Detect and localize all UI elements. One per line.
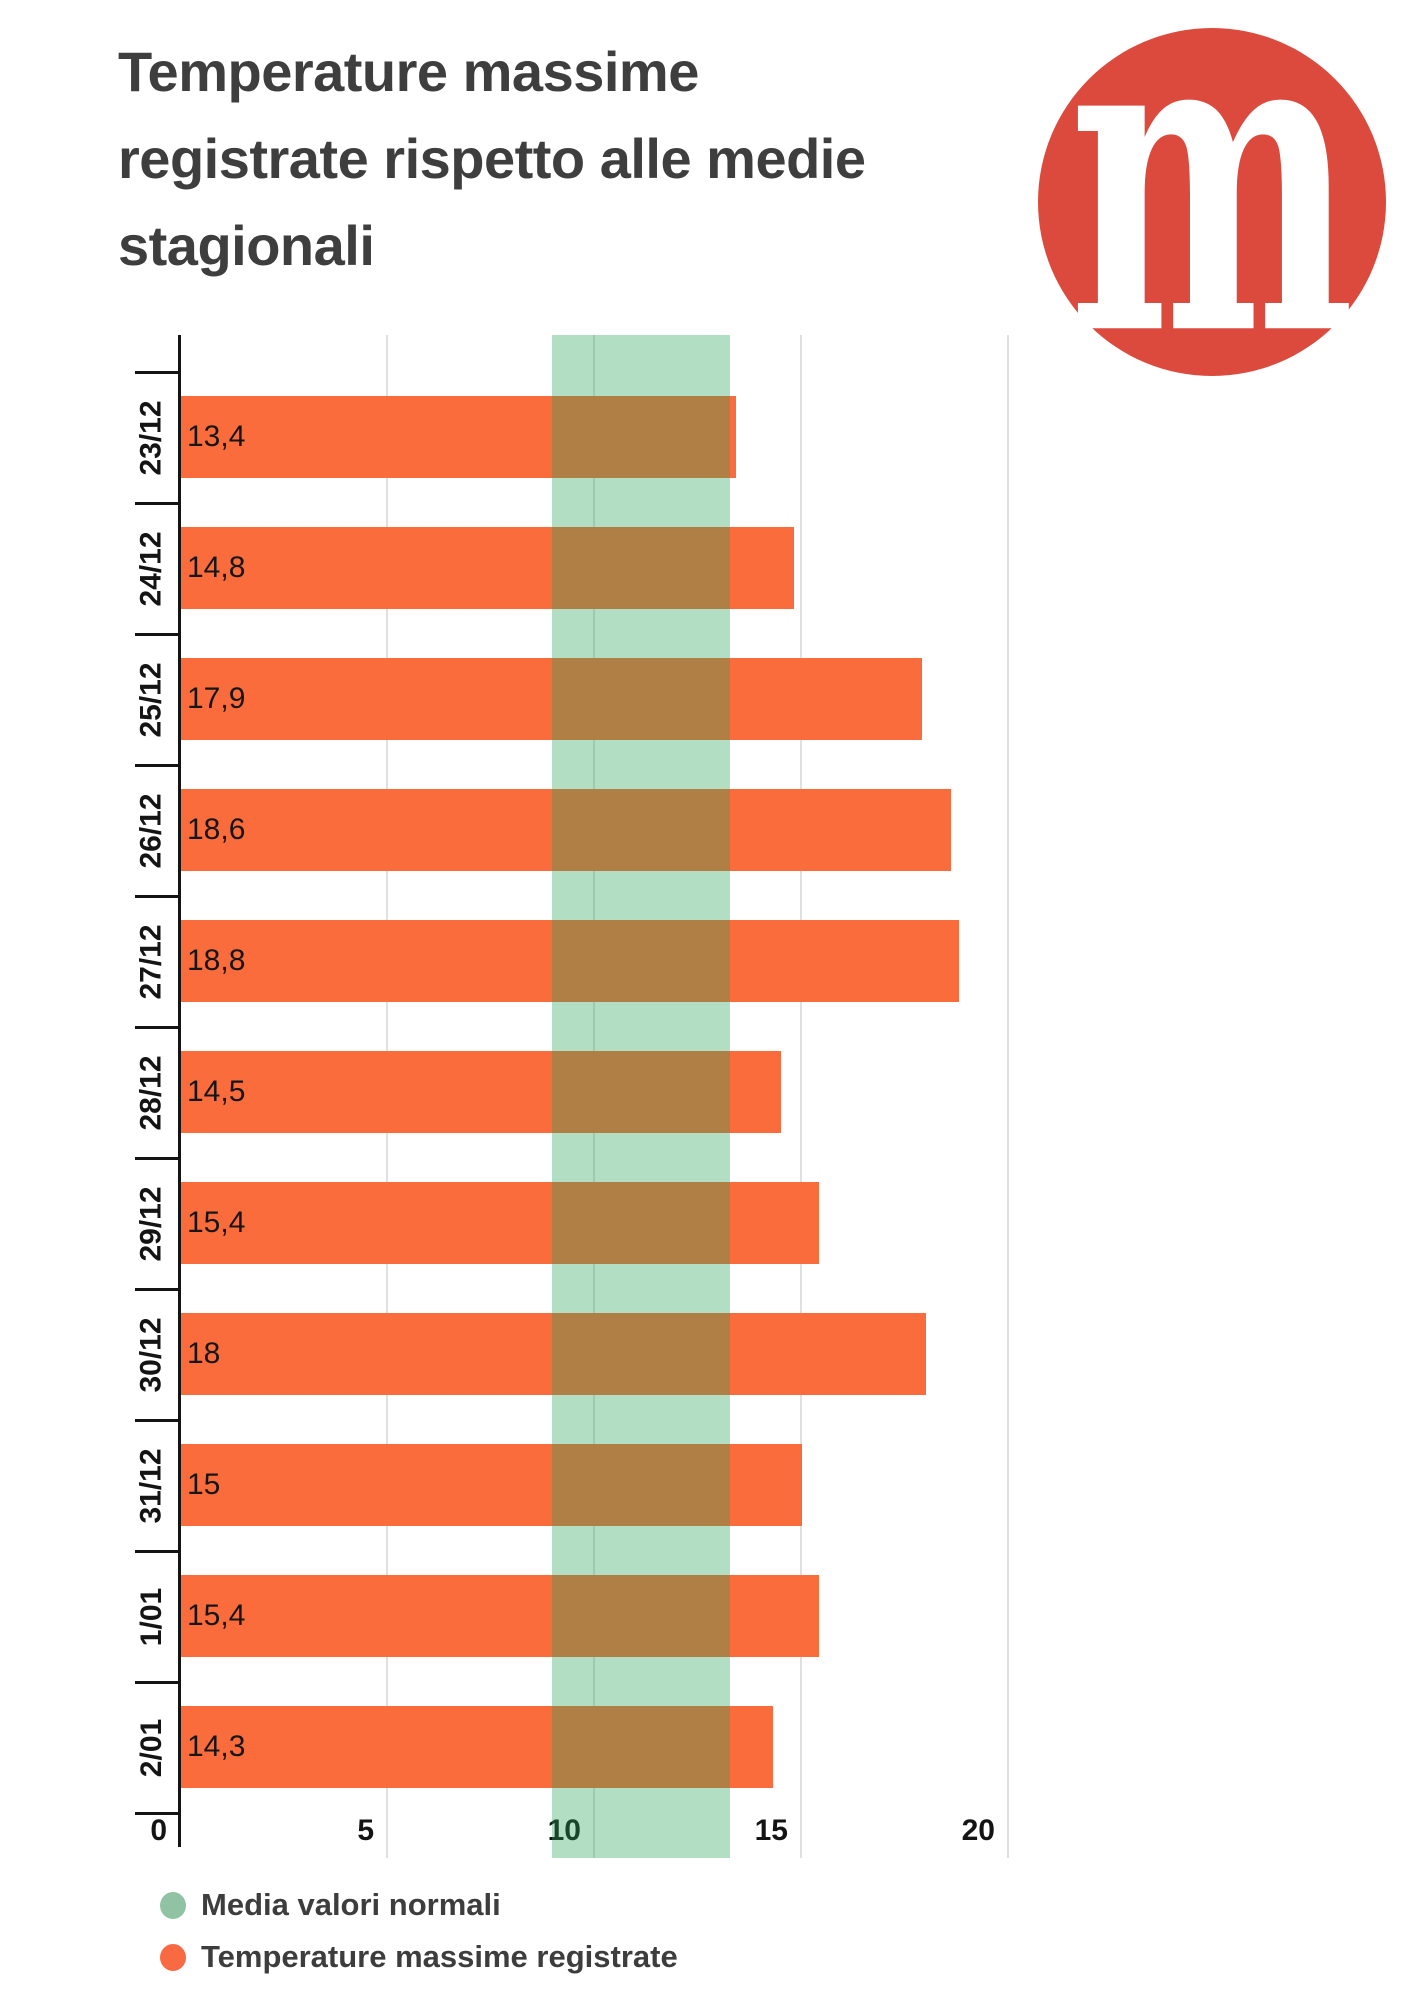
bar-value-label: 18,6 xyxy=(187,813,246,846)
y-axis-tick xyxy=(135,1288,178,1291)
category-label-25/12: 25/12 xyxy=(122,634,182,765)
bar-1/01: 15,4 xyxy=(181,1575,819,1657)
green-dot-icon xyxy=(160,1891,186,1919)
x-axis-tick-label-5: 5 xyxy=(357,1814,374,1847)
bar-value-label: 13,4 xyxy=(187,420,246,453)
y-axis-tick xyxy=(135,1419,178,1422)
y-axis-tick xyxy=(135,1681,178,1684)
bar-value-label: 14,8 xyxy=(187,551,246,584)
x-axis-tick-label-20: 20 xyxy=(961,1814,995,1847)
y-axis-tick xyxy=(135,764,178,767)
category-label-text: 23/12 xyxy=(135,399,169,476)
legend-label-normal-range: Media valori normali xyxy=(201,1887,501,1922)
category-label-27/12: 27/12 xyxy=(122,896,182,1027)
bar-value-label: 15,4 xyxy=(187,1599,246,1632)
bar-31/12: 15 xyxy=(181,1444,802,1526)
bar-value-label: 18,8 xyxy=(187,944,246,977)
chart-title: Temperature massime registrate rispetto … xyxy=(118,28,866,289)
bar-value-label: 14,5 xyxy=(187,1075,246,1108)
y-axis-line xyxy=(178,335,181,1847)
y-axis-tick xyxy=(135,502,178,505)
bar-29/12: 15,4 xyxy=(181,1182,819,1264)
bar-value-label: 17,9 xyxy=(187,682,246,715)
chart-title-line-2: registrate rispetto alle medie xyxy=(118,127,866,190)
bar-24/12: 14,8 xyxy=(181,527,794,609)
bar-value-label: 14,3 xyxy=(187,1730,246,1763)
bar-value-label: 18 xyxy=(187,1337,221,1370)
plot-area: 13,4 14,8 17,9 18,6 18,8 14,5 15,4 18 15 15,4 14,3 xyxy=(135,335,1291,1858)
category-label-text: 1/01 xyxy=(134,1587,168,1646)
gridline-x-15 xyxy=(800,335,802,1858)
legend-item-normal-range: Media valori normali xyxy=(160,1882,678,1928)
category-label-text: 27/12 xyxy=(135,923,169,1000)
y-axis-tick xyxy=(135,1550,178,1553)
y-axis-category-labels: 23/12 24/12 25/12 26/12 27/12 28/12 29/12 30/12… xyxy=(122,335,182,1858)
legend: Media valori normali Temperature massime… xyxy=(160,1882,678,1986)
category-label-29/12: 29/12 xyxy=(122,1158,182,1289)
category-label-26/12: 26/12 xyxy=(122,765,182,896)
category-label-text: 2/01 xyxy=(134,1718,168,1777)
category-label-1/01: 1/01 xyxy=(122,1551,182,1682)
bar-2/01: 14,3 xyxy=(181,1706,773,1788)
chart-title-line-1: Temperature massime xyxy=(118,40,699,103)
bar-27/12: 18,8 xyxy=(181,920,959,1002)
legend-item-max-temps: Temperature massime registrate xyxy=(160,1934,678,1980)
gridline-x-20 xyxy=(1007,335,1009,1858)
category-label-text: 28/12 xyxy=(135,1054,169,1131)
category-label-28/12: 28/12 xyxy=(122,1027,182,1158)
bar-value-label: 15 xyxy=(187,1468,221,1501)
bar-value-label: 15,4 xyxy=(187,1206,246,1239)
publisher-logo: m xyxy=(1038,28,1386,376)
x-axis-tick-label-15: 15 xyxy=(754,1814,788,1847)
category-label-31/12: 31/12 xyxy=(122,1420,182,1551)
y-axis-tick xyxy=(135,1812,178,1815)
bar-30/12: 18 xyxy=(181,1313,926,1395)
category-label-23/12: 23/12 xyxy=(122,372,182,503)
x-axis-tick-label-0: 0 xyxy=(150,1814,167,1847)
y-axis-tick xyxy=(135,633,178,636)
category-label-text: 30/12 xyxy=(135,1316,169,1393)
legend-label-max-temps: Temperature massime registrate xyxy=(201,1939,678,1974)
category-label-text: 31/12 xyxy=(135,1447,169,1524)
bar-25/12: 17,9 xyxy=(181,658,922,740)
orange-dot-icon xyxy=(160,1943,186,1971)
bar-28/12: 14,5 xyxy=(181,1051,781,1133)
y-axis-tick xyxy=(135,371,178,374)
logo-circle xyxy=(1038,28,1386,376)
category-label-text: 25/12 xyxy=(135,661,169,738)
normal-range-band xyxy=(551,335,730,1858)
category-label-text: 29/12 xyxy=(135,1185,169,1262)
bar-23/12: 13,4 xyxy=(181,396,736,478)
category-label-text: 24/12 xyxy=(135,530,169,607)
y-axis-tick xyxy=(135,1157,178,1160)
bar-26/12: 18,6 xyxy=(181,789,951,871)
category-label-2/01: 2/01 xyxy=(122,1682,182,1813)
category-label-24/12: 24/12 xyxy=(122,503,182,634)
category-label-30/12: 30/12 xyxy=(122,1289,182,1420)
chart-title-line-3: stagionali xyxy=(118,214,375,277)
y-axis-tick xyxy=(135,1026,178,1029)
logo-letter-m: m xyxy=(1069,28,1355,376)
y-axis-tick xyxy=(135,895,178,898)
x-axis-tick-label-10: 10 xyxy=(547,1814,581,1847)
category-label-text: 26/12 xyxy=(135,792,169,869)
